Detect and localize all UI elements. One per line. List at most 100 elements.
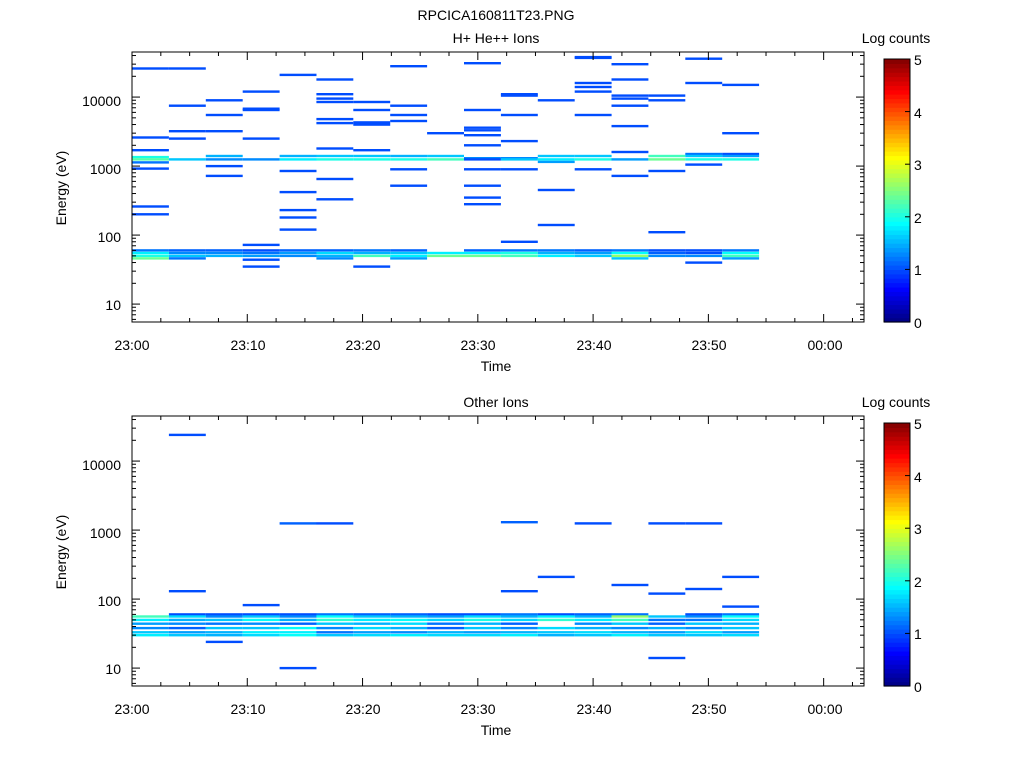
data-cell xyxy=(132,251,169,255)
colorbar-segment xyxy=(884,475,910,481)
colorbar-segment xyxy=(884,164,910,170)
colorbar-segment xyxy=(884,98,910,104)
data-cell xyxy=(722,154,760,158)
data-cell xyxy=(168,251,206,255)
colorbar-segment xyxy=(884,76,910,82)
data-cell xyxy=(648,656,686,660)
colorbar-segment xyxy=(884,659,910,665)
colorbar-segment xyxy=(884,664,910,670)
x-axis-label: Time xyxy=(481,358,512,374)
colorbar-segment xyxy=(884,532,910,538)
colorbar-segment xyxy=(884,681,910,687)
colorbar-segment xyxy=(884,462,910,468)
data-cell xyxy=(279,249,317,252)
data-cell xyxy=(316,626,354,630)
colorbar-segment xyxy=(884,194,910,200)
data-cell xyxy=(427,132,464,135)
y-tick-label: 10 xyxy=(105,297,121,313)
data-cell xyxy=(500,168,538,171)
data-cell xyxy=(279,613,317,616)
data-cell xyxy=(611,249,649,252)
data-cell xyxy=(132,257,169,260)
data-cell xyxy=(685,626,723,630)
data-cell xyxy=(611,158,649,161)
colorbar-segment xyxy=(884,172,910,178)
data-cell xyxy=(390,249,428,252)
data-cell xyxy=(316,117,354,121)
data-cell xyxy=(685,163,723,166)
colorbar-segment xyxy=(884,510,910,516)
data-cell xyxy=(574,168,612,171)
data-cell xyxy=(685,254,723,258)
data-cell xyxy=(648,94,686,97)
x-tick-label: 23:30 xyxy=(460,337,495,353)
x-tick-label: 23:20 xyxy=(345,337,380,353)
colorbar-tick-labels: 0 1 2 3 4 5 xyxy=(914,416,922,695)
data-cell xyxy=(353,100,391,104)
data-cell xyxy=(353,615,391,618)
colorbar-segment xyxy=(884,629,910,634)
data-cell xyxy=(427,615,464,618)
colorbar-segment xyxy=(884,554,910,560)
data-cell xyxy=(464,254,501,258)
colorbar-tick-label: 0 xyxy=(914,315,922,331)
y-tick-label: 10000 xyxy=(82,457,121,473)
data-cell xyxy=(353,618,391,622)
data-cell xyxy=(722,158,760,161)
data-cell xyxy=(316,618,354,622)
colorbar-tick-label: 4 xyxy=(914,105,922,121)
colorbar-segment xyxy=(884,497,910,503)
data-cell xyxy=(390,113,428,117)
colorbar-segment xyxy=(884,208,910,214)
data-cell xyxy=(205,154,243,158)
x-tick-label: 00:00 xyxy=(807,337,842,353)
data-cell xyxy=(722,615,760,618)
plot-area xyxy=(131,415,911,687)
data-cell xyxy=(168,626,206,630)
data-cell xyxy=(648,592,686,595)
data-cell xyxy=(205,164,243,168)
data-cell xyxy=(242,158,280,161)
data-cell xyxy=(242,613,280,616)
data-cell xyxy=(316,249,354,252)
y-tick-labels: 10 100 1000 10000 xyxy=(82,457,121,677)
data-cell xyxy=(168,634,206,637)
colorbar-segment xyxy=(884,423,910,428)
colorbar-segment xyxy=(884,558,910,564)
data-cell xyxy=(722,618,760,622)
data-cell xyxy=(464,618,501,622)
colorbar-segment xyxy=(884,282,910,288)
data-cell xyxy=(574,249,612,252)
data-cell xyxy=(316,147,354,150)
colorbar-segment xyxy=(884,545,910,551)
colorbar-segment xyxy=(884,199,910,205)
data-cell xyxy=(316,251,354,255)
data-cell xyxy=(316,198,354,201)
data-cell xyxy=(390,618,428,622)
data-cell xyxy=(537,249,575,252)
data-cell xyxy=(722,132,760,135)
colorbar-segment xyxy=(884,488,910,494)
colorbar-segment xyxy=(884,449,910,455)
colorbar-segment xyxy=(884,677,910,683)
data-cell xyxy=(353,631,391,634)
data-cell xyxy=(316,100,354,104)
plot-area xyxy=(131,51,911,323)
colorbar-segment xyxy=(884,650,910,656)
data-cell xyxy=(685,613,723,616)
data-cell xyxy=(537,158,575,161)
colorbar-segment xyxy=(884,528,910,534)
data-cell xyxy=(205,615,243,618)
data-cell xyxy=(685,618,723,622)
colorbar-segment xyxy=(884,142,910,148)
data-cell xyxy=(648,251,686,255)
data-cell xyxy=(390,104,428,107)
colorbar-segment xyxy=(884,642,910,648)
data-cell xyxy=(205,249,243,252)
colorbar-label: Log counts xyxy=(862,394,931,410)
data-cell xyxy=(390,613,428,616)
data-cell xyxy=(205,626,243,630)
colorbar-segment xyxy=(884,80,910,86)
data-cell xyxy=(132,158,169,161)
colorbar-segment xyxy=(884,133,910,139)
